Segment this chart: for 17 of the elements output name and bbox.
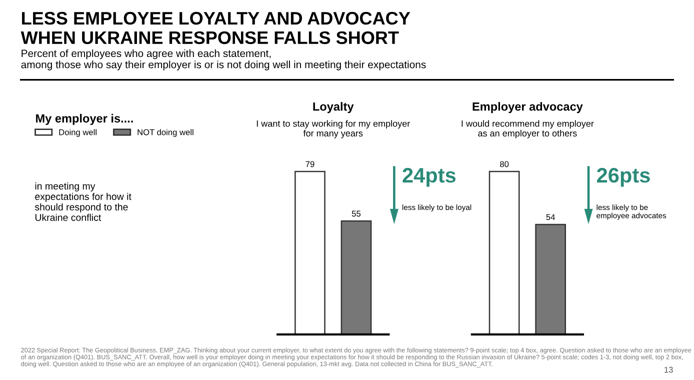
chart-subtitle: I would recommend my employer as an employer to others [462,120,594,138]
chart-title: Employer advocacy [472,102,583,114]
text: 26pts [597,168,650,187]
legend-title: My employer is.... [36,114,133,125]
chart-subtitle: I want to stay working for my employer for many years [256,120,410,138]
data-label: 79 [306,161,314,168]
chart-title: Loyalty [313,102,354,114]
text: LESS EMPLOYEE LOYALTY AND ADVOCACY WHEN UKRAINE RESPONSE FALLS SHORT [20,12,410,44]
data-label: 54 [546,214,555,220]
text: 24pts [402,168,456,187]
text: 13 [664,366,673,373]
text: in meeting my expectations for how it should respond to the Ukraine conflict [34,182,132,221]
legend-label: Doing well [59,129,96,137]
legend-label: NOT doing well [138,129,194,137]
text: Percent of employees who agree with each statement, among those who say their employer is or is not doing well in meeting their expectations [21,49,426,70]
data-label: 80 [500,161,509,168]
data-label: 55 [352,210,361,217]
